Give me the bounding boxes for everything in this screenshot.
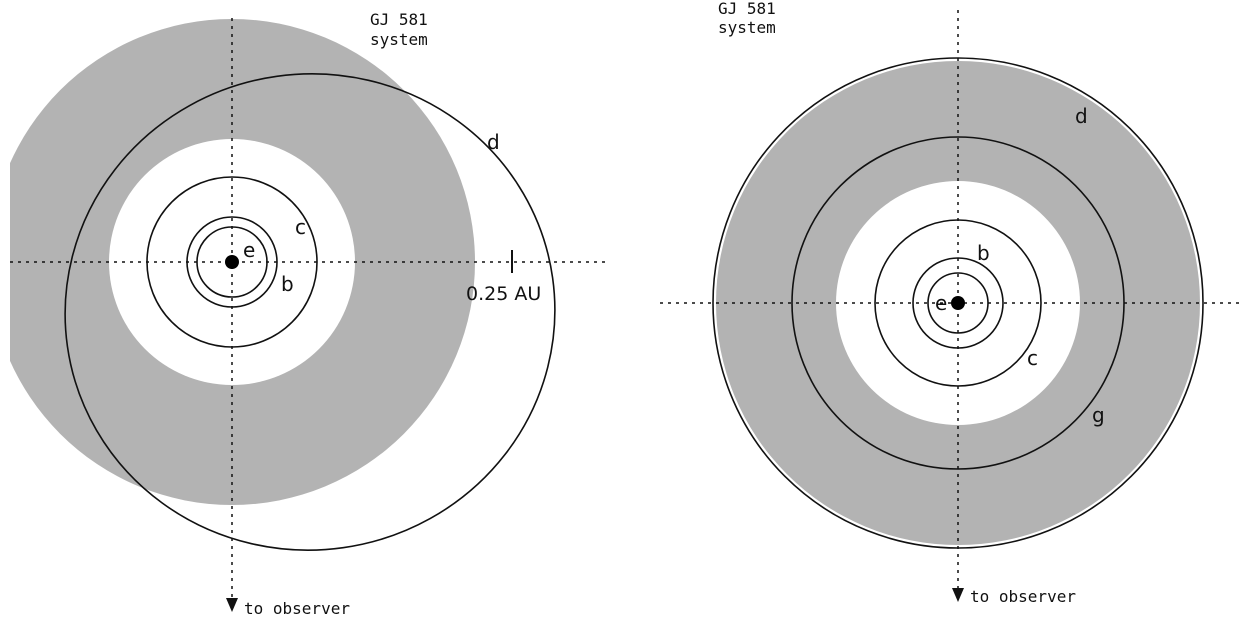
right-title-line1: GJ 581 bbox=[718, 0, 776, 18]
right-orbit-c bbox=[874, 219, 1042, 387]
right-star-gj581 bbox=[951, 296, 965, 310]
left-title-line2: system bbox=[370, 30, 428, 49]
right-label-c: c bbox=[1027, 346, 1038, 370]
right-observer-label: to observer bbox=[970, 587, 1076, 606]
right-label-d: d bbox=[1075, 104, 1088, 128]
right-orbit-b bbox=[912, 257, 1004, 349]
right-label-g: g bbox=[1092, 403, 1105, 427]
right-label-e: e bbox=[935, 291, 947, 315]
left-label-b: b bbox=[281, 272, 294, 296]
left-star-gj581 bbox=[225, 255, 239, 269]
left-panel: GJ 581 system e b c d 0.25 AU to observe… bbox=[10, 10, 605, 618]
right-title-line2: system bbox=[718, 18, 776, 37]
right-panel: GJ 581 system e b c d g to observer bbox=[660, 0, 1243, 606]
right-label-b: b bbox=[977, 241, 990, 265]
left-observer-label: to observer bbox=[244, 599, 350, 618]
right-observer-arrow-icon bbox=[952, 588, 964, 602]
left-orbit-d bbox=[64, 73, 556, 551]
left-title-line1: GJ 581 bbox=[370, 10, 428, 29]
left-label-d: d bbox=[487, 130, 500, 154]
left-label-e: e bbox=[243, 238, 255, 262]
left-observer-arrow-icon bbox=[226, 598, 238, 612]
right-orbit-g bbox=[791, 136, 1125, 470]
left-scale-label: 0.25 AU bbox=[466, 283, 541, 305]
left-orbit-e bbox=[196, 226, 268, 298]
left-orbit-b bbox=[186, 216, 278, 308]
left-label-c: c bbox=[295, 215, 306, 239]
left-orbit-c bbox=[146, 176, 318, 348]
right-orbit-e bbox=[927, 272, 989, 334]
